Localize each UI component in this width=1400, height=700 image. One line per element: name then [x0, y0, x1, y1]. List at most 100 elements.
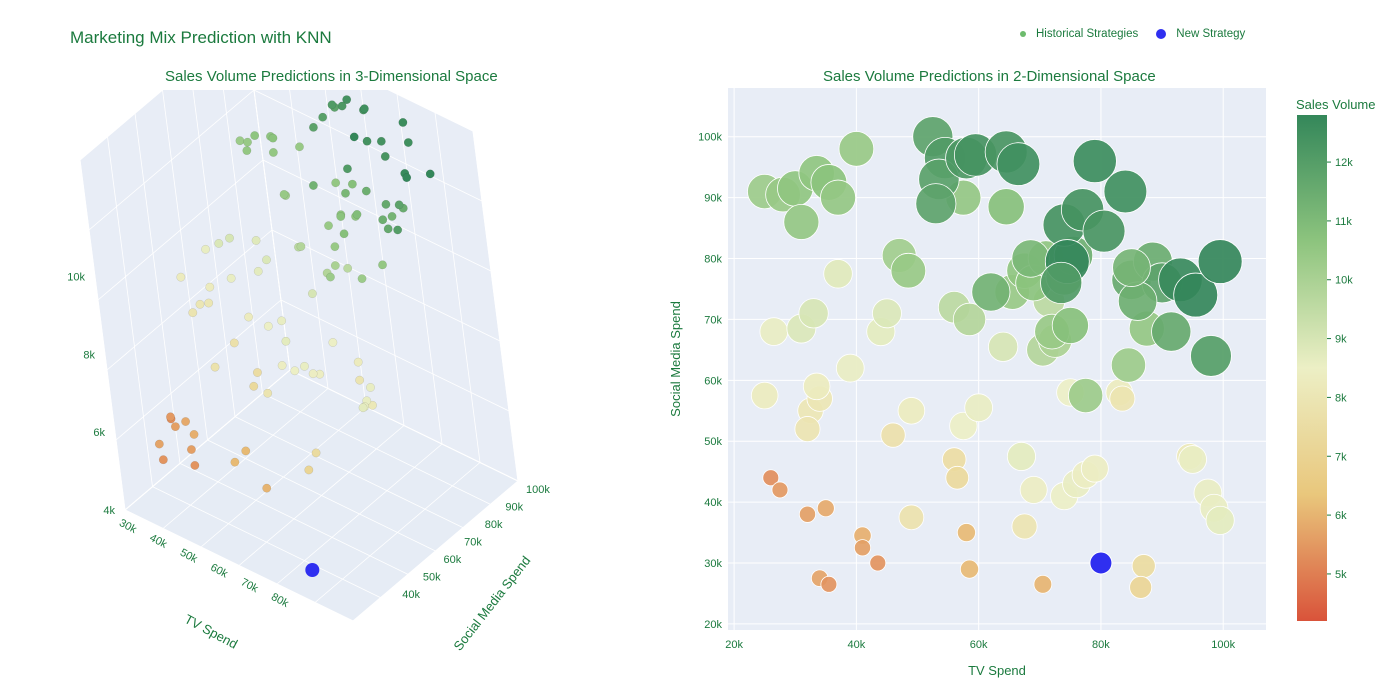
x-tick-label: 70k — [239, 576, 261, 595]
data-point-3d — [241, 446, 251, 456]
wall-gridline — [387, 90, 474, 132]
data-point — [1006, 441, 1036, 471]
wall-gridline — [289, 369, 519, 482]
data-point — [1131, 554, 1156, 579]
data-point-3d — [201, 244, 211, 254]
chart-2d-title: Sales Volume Predictions in 2-Dimensiona… — [823, 68, 1156, 85]
x-tick-label: 100k — [1211, 639, 1235, 651]
data-point-3d — [290, 366, 300, 376]
x-tick-label: 30k — [117, 517, 139, 536]
data-point-3d — [357, 274, 367, 284]
legend-item-new-strategy[interactable]: New Strategy — [1156, 28, 1245, 40]
data-point-3d — [318, 112, 328, 122]
wall-gridline — [107, 136, 153, 487]
data-point-3d — [281, 336, 291, 346]
data-point-3d — [230, 457, 240, 467]
y-tick-label: 80k — [485, 519, 503, 531]
data-point-3d — [394, 200, 404, 210]
data-point-3d — [190, 460, 200, 470]
data-point — [823, 259, 853, 289]
chart-2d[interactable]: 20k 40k 60k 80k 100k 20k 30k 40k 50k 60k 70k 80k 90k… — [640, 85, 1400, 700]
data-point-3d — [387, 211, 397, 221]
data-point — [1103, 169, 1148, 214]
data-point-3d — [378, 215, 388, 225]
y-tick-label: 80k — [704, 254, 722, 266]
data-point-3d — [311, 448, 321, 458]
data-point-3d — [308, 369, 318, 379]
data-point — [794, 416, 821, 443]
data-point-3d — [342, 95, 352, 105]
chart-3d-title: Sales Volume Predictions in 3-Dimensiona… — [165, 68, 498, 85]
wall-gridline — [223, 90, 263, 394]
floor-gridline — [314, 462, 481, 603]
data-point-3d — [251, 236, 261, 245]
data-point-3d — [263, 388, 273, 398]
data-point-3d — [342, 164, 352, 174]
colorbar-tick-label: 11k — [1335, 216, 1352, 228]
data-point — [1040, 261, 1083, 304]
y-tick-label: 40k — [704, 497, 722, 509]
data-point-3d — [229, 338, 239, 348]
data-point — [956, 523, 976, 543]
data-point — [816, 499, 835, 518]
data-point-3d — [324, 221, 333, 231]
wall-gridline — [280, 299, 510, 412]
wall-gridline — [253, 90, 291, 371]
wall-gridline — [88, 90, 255, 231]
y-tick-label: 60k — [444, 554, 462, 566]
wall-gridline — [134, 113, 181, 464]
x-axis-title: TV Spend — [968, 663, 1026, 678]
data-point — [1205, 505, 1235, 535]
data-point — [802, 372, 831, 401]
data-point-3d — [250, 131, 260, 141]
y-tick-label: 90k — [505, 502, 523, 514]
data-point-3d — [304, 465, 314, 475]
x-tick-label: 80k — [1092, 639, 1110, 651]
data-point — [1112, 248, 1151, 287]
y-tick-label: 50k — [704, 436, 722, 448]
wall-gridline — [124, 369, 291, 511]
x-tick-label: 60k — [970, 639, 988, 651]
data-point-3d — [244, 312, 254, 322]
data-point-3d — [381, 199, 391, 209]
legend: Historical Strategies New Strategy — [1020, 28, 1263, 40]
data-point-3d — [170, 422, 180, 432]
y-tick-label: 20k — [704, 619, 722, 631]
data-point — [1110, 347, 1147, 383]
data-point-3d — [307, 289, 317, 299]
legend-label-historical: Historical Strategies — [1036, 28, 1139, 40]
data-point — [1173, 272, 1219, 318]
wall-gridline — [97, 159, 264, 301]
data-point-3d — [205, 282, 215, 292]
data-point-3d — [347, 179, 357, 189]
data-point-3d — [376, 136, 386, 146]
data-point-3d — [337, 101, 347, 111]
floor-gridline — [200, 406, 367, 548]
z-tick-label: 6k — [93, 427, 105, 439]
data-point — [1051, 306, 1089, 345]
data-point-3d — [186, 445, 196, 455]
data-point-3d — [253, 266, 263, 276]
data-point-3d — [279, 189, 289, 199]
historical-points — [747, 116, 1243, 599]
data-point-3d — [188, 308, 198, 318]
data-point-3d — [296, 242, 306, 251]
legend-item-historical[interactable]: Historical Strategies — [1020, 28, 1138, 40]
wall-gridline — [192, 90, 236, 417]
data-point — [987, 188, 1025, 226]
colorbar-title: Sales Volume — [1296, 97, 1376, 112]
data-point — [771, 481, 789, 499]
data-point — [897, 397, 926, 425]
wall-gridline — [396, 93, 443, 445]
data-point-3d — [263, 321, 273, 331]
data-point-3d — [226, 273, 236, 283]
data-point — [1109, 385, 1136, 412]
data-point — [971, 272, 1011, 312]
data-point-3d — [398, 118, 408, 127]
data-point-3d — [341, 188, 350, 198]
wall-gridline — [79, 90, 164, 161]
data-point — [1117, 281, 1158, 321]
data-point-3d — [262, 255, 271, 265]
data-point — [890, 252, 927, 289]
